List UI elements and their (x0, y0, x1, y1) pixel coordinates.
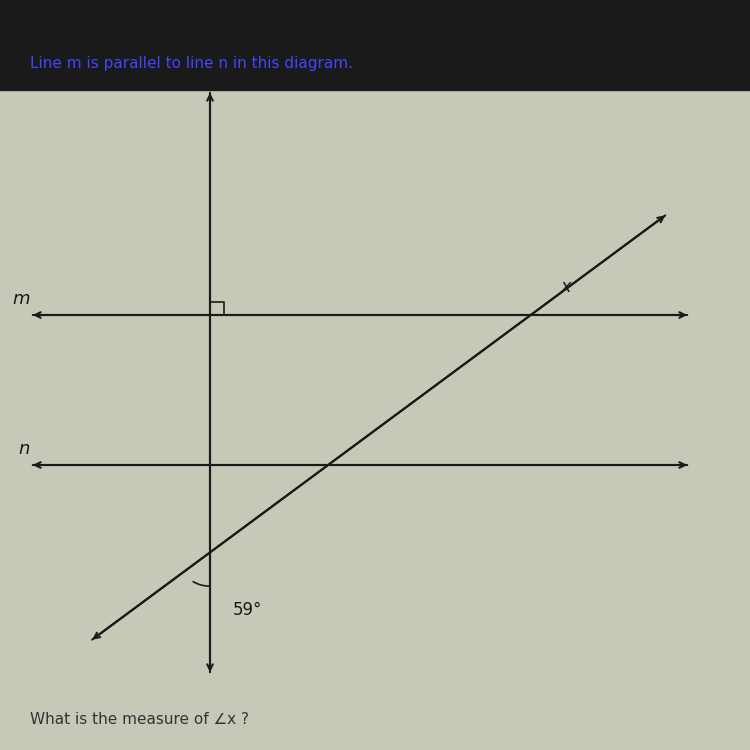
Text: What is the measure of ∠x ?: What is the measure of ∠x ? (30, 712, 249, 728)
Text: x: x (561, 278, 572, 296)
Text: n: n (19, 440, 30, 458)
Text: 59°: 59° (232, 602, 262, 619)
Bar (0, 0, 750, 90)
Text: Line m is parallel to line n in this diagram.: Line m is parallel to line n in this dia… (30, 56, 353, 71)
Text: m: m (13, 290, 30, 308)
